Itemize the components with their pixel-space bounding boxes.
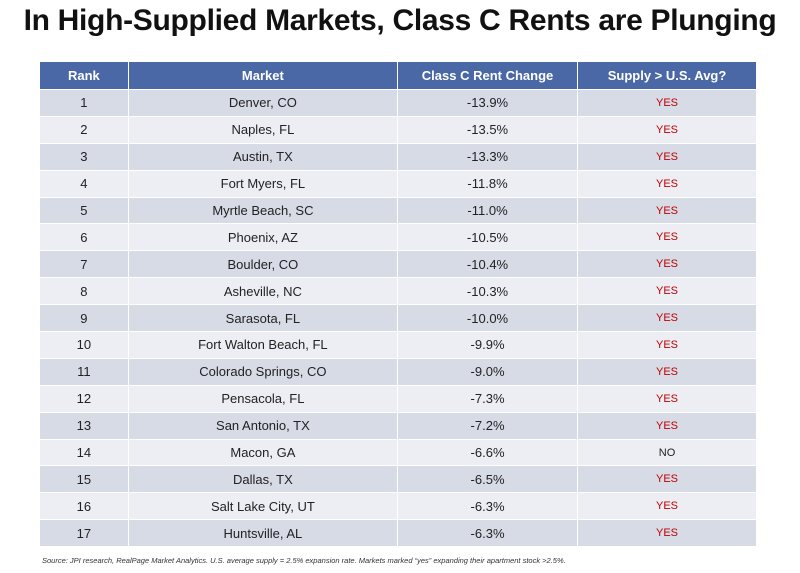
table-cell: -10.3% [397, 277, 579, 305]
table-cell: YES [577, 89, 757, 117]
table-cell: Denver, CO [128, 89, 399, 117]
table-cell: YES [577, 492, 757, 520]
title: In High-Supplied Markets, Class C Rents … [23, 4, 777, 37]
table-cell: -6.6% [397, 438, 579, 466]
table-row: 17 Huntsville, AL -6.3% YES [40, 519, 757, 547]
column-header: Rank [40, 62, 129, 90]
table-cell: -7.2% [397, 411, 579, 440]
table-head: Rank Market Class C Rent Change Supply > U.… [40, 62, 757, 90]
table-row: 9 Sarasota, FL -10.0% YES [40, 304, 757, 332]
table: Rank Market Class C Rent Change Supply > U.… [40, 62, 757, 547]
table-cell: 1 [40, 89, 129, 117]
table-cell: Dallas, TX [128, 465, 399, 493]
table-cell: -13.5% [397, 115, 579, 144]
table-cell: 9 [40, 304, 129, 332]
table-cell: Colorado Springs, CO [128, 357, 399, 386]
table-cell: Pensacola, FL [128, 384, 399, 413]
table-cell: Huntsville, AL [128, 519, 399, 547]
table-cell: YES [577, 196, 757, 224]
column-header: Market [128, 62, 399, 90]
table-cell: -9.0% [397, 357, 579, 386]
table-cell: YES [577, 250, 757, 278]
table-cell: -10.0% [397, 304, 579, 332]
table-cell: Austin, TX [128, 142, 399, 171]
table-cell: -11.0% [397, 196, 579, 224]
table-row: 11 Colorado Springs, CO -9.0% YES [40, 357, 757, 386]
table-row: 2 Naples, FL -13.5% YES [40, 115, 757, 144]
table-body: 1 Denver, CO -13.9% YES 2 Naples, FL -13.5% YES… [40, 89, 757, 547]
table-row: 4 Fort Myers, FL -11.8% YES [40, 169, 757, 198]
table-row: 15 Dallas, TX -6.5% YES [40, 465, 757, 493]
table-row: 1 Denver, CO -13.9% YES [40, 89, 757, 117]
table-cell: YES [577, 304, 757, 332]
table-cell: 6 [40, 223, 129, 251]
table-cell: 17 [40, 519, 129, 547]
table-cell: -6.3% [397, 519, 579, 547]
table-cell: YES [577, 519, 757, 547]
table-cell: YES [577, 384, 757, 413]
table-cell: 5 [40, 196, 129, 224]
table-cell: YES [577, 411, 757, 440]
table-cell: 13 [40, 411, 129, 440]
table-cell: Fort Walton Beach, FL [128, 331, 399, 359]
table-cell: NO [577, 438, 757, 466]
header-row: Rank Market Class C Rent Change Supply > U.… [40, 62, 757, 90]
table-cell: 4 [40, 169, 129, 198]
table-cell: -13.9% [397, 89, 579, 117]
table-cell: YES [577, 465, 757, 493]
table-cell: Salt Lake City, UT [128, 492, 399, 520]
table-cell: YES [577, 169, 757, 198]
table-cell: Phoenix, AZ [128, 223, 399, 251]
table-cell: Myrtle Beach, SC [128, 196, 399, 224]
table-row: 5 Myrtle Beach, SC -11.0% YES [40, 196, 757, 224]
table-cell: 10 [40, 331, 129, 359]
table-cell: 8 [40, 277, 129, 305]
table-cell: 12 [40, 384, 129, 413]
column-header: Class C Rent Change [397, 62, 579, 90]
table-cell: 2 [40, 115, 129, 144]
table-cell: Macon, GA [128, 438, 399, 466]
table-cell: YES [577, 331, 757, 359]
table-cell: Sarasota, FL [128, 304, 399, 332]
table-cell: YES [577, 223, 757, 251]
table-row: 14 Macon, GA -6.6% NO [40, 438, 757, 466]
table-row: 3 Austin, TX -13.3% YES [40, 142, 757, 171]
table-row: 16 Salt Lake City, UT -6.3% YES [40, 492, 757, 520]
table-cell: -13.3% [397, 142, 579, 171]
table-cell: 3 [40, 142, 129, 171]
table-cell: YES [577, 357, 757, 386]
table-cell: 11 [40, 357, 129, 386]
table-cell: YES [577, 142, 757, 171]
source-note: Source: JPI research, RealPage Market An… [42, 556, 566, 565]
table-cell: Fort Myers, FL [128, 169, 399, 198]
table-cell: -6.5% [397, 465, 579, 493]
table-cell: Boulder, CO [128, 250, 399, 278]
table-cell: YES [577, 277, 757, 305]
table-cell: -7.3% [397, 384, 579, 413]
table-cell: 14 [40, 438, 129, 466]
table-cell: 16 [40, 492, 129, 520]
table-cell: -9.9% [397, 331, 579, 359]
table-cell: YES [577, 115, 757, 144]
table-row: 10 Fort Walton Beach, FL -9.9% YES [40, 331, 757, 359]
table-cell: -10.5% [397, 223, 579, 251]
table-cell: 7 [40, 250, 129, 278]
table-cell: Asheville, NC [128, 277, 399, 305]
table-row: 12 Pensacola, FL -7.3% YES [40, 384, 757, 413]
column-header: Supply > U.S. Avg? [577, 62, 757, 90]
table-cell: -11.8% [397, 169, 579, 198]
table-cell: -6.3% [397, 492, 579, 520]
table-row: 6 Phoenix, AZ -10.5% YES [40, 223, 757, 251]
table-cell: Naples, FL [128, 115, 399, 144]
table-cell: 15 [40, 465, 129, 493]
table-row: 13 San Antonio, TX -7.2% YES [40, 411, 757, 440]
table-cell: San Antonio, TX [128, 411, 399, 440]
table-row: 8 Asheville, NC -10.3% YES [40, 277, 757, 305]
table-row: 7 Boulder, CO -10.4% YES [40, 250, 757, 278]
table-cell: -10.4% [397, 250, 579, 278]
